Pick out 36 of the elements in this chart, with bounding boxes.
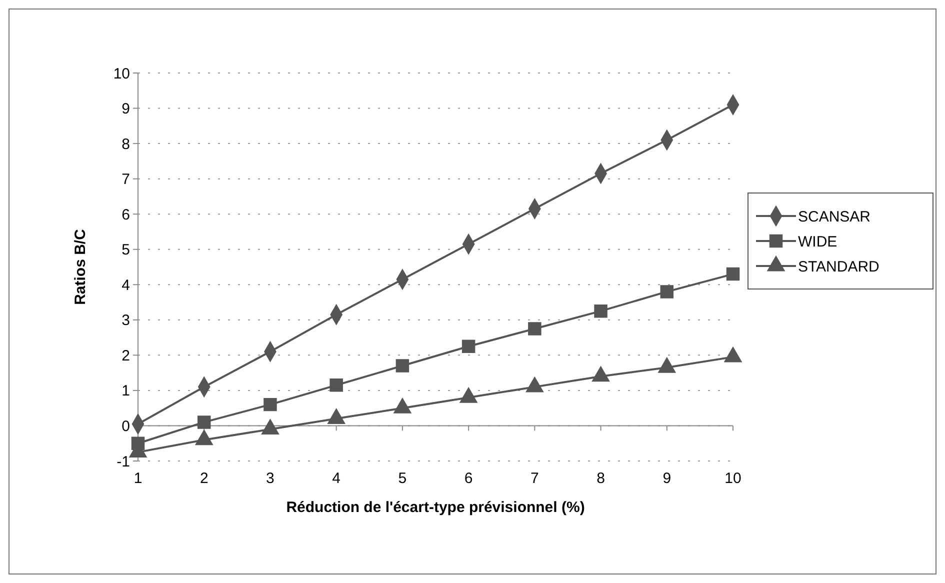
y-tick-label: 8 <box>122 136 130 153</box>
x-tick-label: 2 <box>200 470 208 487</box>
y-tick-label: 1 <box>122 382 130 400</box>
y-tick-label: 10 <box>113 65 130 82</box>
legend-label: STANDARD <box>798 258 880 276</box>
point <box>594 304 608 318</box>
y-tick-label: 0 <box>122 418 130 435</box>
x-axis-title: Réduction de l'écart-type prévisionnel (%) <box>286 499 585 516</box>
y-tick-label: 6 <box>122 206 130 224</box>
y-tick-label: 5 <box>122 242 130 259</box>
legend-label: WIDE <box>798 233 838 250</box>
point <box>726 267 740 281</box>
x-tick-label: 7 <box>530 470 539 487</box>
x-tick-label: 6 <box>464 470 473 487</box>
x-tick-label: 10 <box>724 470 742 487</box>
point <box>396 359 410 372</box>
y-tick-label: -1 <box>116 453 130 470</box>
y-tick-label: 3 <box>122 312 130 330</box>
point <box>462 340 476 353</box>
y-tick-label: 2 <box>122 347 130 364</box>
point <box>660 285 674 298</box>
x-tick-label: 5 <box>398 470 407 487</box>
y-tick-label: 7 <box>122 171 130 188</box>
y-axis-title: Ratios B/C <box>72 228 89 305</box>
x-tick-label: 3 <box>266 470 274 487</box>
x-tick-label: 8 <box>596 470 605 487</box>
y-tick-label: 9 <box>122 100 130 118</box>
point <box>264 398 277 412</box>
point <box>330 378 343 392</box>
x-tick-label: 9 <box>662 470 672 487</box>
x-tick-label: 1 <box>134 470 142 487</box>
legend-label: SCANSAR <box>798 208 871 226</box>
point <box>528 322 542 336</box>
point <box>197 416 211 429</box>
x-tick-label: 4 <box>332 470 341 487</box>
y-tick-label: 4 <box>122 276 130 294</box>
